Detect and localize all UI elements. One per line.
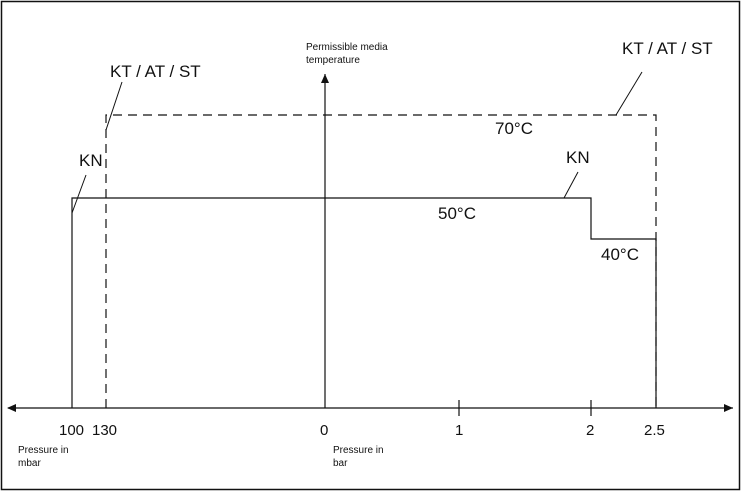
- tick-label-0: 0: [320, 422, 328, 439]
- tick-label-2: 2: [586, 422, 594, 439]
- kn-label-right: KN: [566, 148, 590, 167]
- x-unit-mbar-line1: Pressure in: [18, 445, 69, 456]
- tick-label-1: 1: [455, 422, 463, 439]
- y-axis-title-line1: Permissible media: [306, 42, 388, 53]
- kn-solid-line: [71, 197, 657, 408]
- x-unit-bar-line1: Pressure in: [333, 445, 384, 456]
- temp-50-label: 50°C: [438, 204, 476, 223]
- x-unit-bar-line2: bar: [333, 458, 348, 469]
- temp-70-label: 70°C: [495, 119, 533, 138]
- kt-at-st-label-left: KT / AT / ST: [110, 62, 201, 81]
- leader-kt-right: [615, 71, 643, 116]
- leader-kn-right: [563, 171, 579, 199]
- tick-label-2-5: 2.5: [644, 422, 665, 439]
- kt-at-st-label-right: KT / AT / ST: [622, 39, 713, 58]
- x-unit-mbar-line2: mbar: [18, 458, 41, 469]
- tick-label-100: 100: [59, 422, 84, 439]
- tick-label-130: 130: [92, 422, 117, 439]
- kn-label-left: KN: [79, 151, 103, 170]
- y-axis-title-line2: temperature: [306, 55, 360, 66]
- temp-40-label: 40°C: [601, 245, 639, 264]
- leader-kn-left: [71, 174, 87, 214]
- leader-kt-left: [105, 81, 123, 131]
